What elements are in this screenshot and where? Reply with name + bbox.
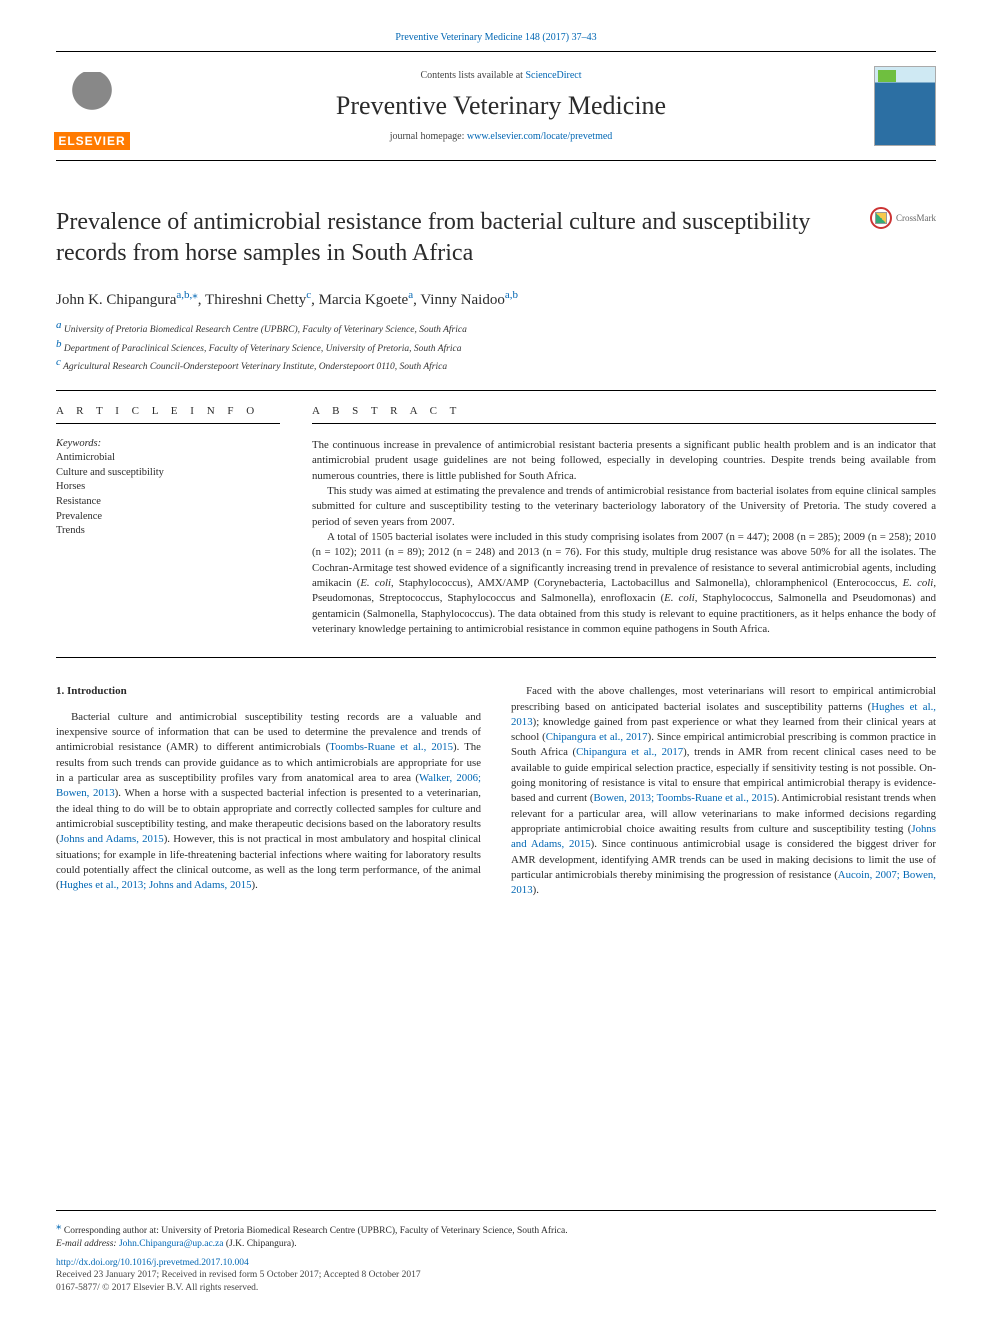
affil-b: Department of Paraclinical Sciences, Fac… [64,344,462,354]
author-3: Marcia Kgoete [319,292,409,308]
paper-title: Prevalence of antimicrobial resistance f… [56,207,816,268]
doi-link[interactable]: http://dx.doi.org/10.1016/j.prevetmed.20… [56,1257,936,1270]
keyword: Prevalence [56,510,280,525]
author-1-affil[interactable]: a,b, [176,289,192,301]
journal-cover-thumbnail [874,66,936,146]
sciencedirect-link[interactable]: ScienceDirect [525,70,581,81]
abstract-column: A B S T R A C T The continuous increase … [312,405,936,637]
homepage-link[interactable]: www.elsevier.com/locate/prevetmed [467,131,612,142]
citation-link[interactable]: Johns and Adams, 2015 [60,833,164,845]
abstract-p3: A total of 1505 bacterial isolates were … [312,530,936,637]
corresponding-author: ⁎ Corresponding author at: University of… [56,1219,936,1238]
contents-line: Contents lists available at ScienceDirec… [144,70,858,81]
affil-a-sup: a [56,319,62,331]
email-link[interactable]: John.Chipangura@up.ac.za [119,1239,224,1249]
running-head: Preventive Veterinary Medicine 148 (2017… [56,32,936,43]
author-1-corr[interactable]: ⁎ [192,289,198,301]
keyword: Antimicrobial [56,451,280,466]
abstract-p2: This study was aimed at estimating the p… [312,484,936,530]
keywords-label: Keywords: [56,438,280,449]
article-info-heading: A R T I C L E I N F O [56,405,280,424]
author-3-affil[interactable]: a [408,289,413,301]
citation-link[interactable]: Bowen, 2013; Toombs-Ruane et al., 2015 [593,792,773,804]
keyword: Trends [56,524,280,539]
citation-link[interactable]: Hughes et al., 2013; Johns and Adams, 20… [60,879,252,891]
separator-rule [56,390,936,391]
running-head-link[interactable]: Preventive Veterinary Medicine 148 (2017… [395,32,596,43]
elsevier-tree-icon [67,72,117,132]
abstract-p1: The continuous increase in prevalence of… [312,438,936,484]
journal-name: Preventive Veterinary Medicine [144,91,858,121]
article-info-column: A R T I C L E I N F O Keywords: Antimicr… [56,405,280,637]
intro-p1: Bacterial culture and antimicrobial susc… [56,710,481,894]
elsevier-logo: ELSEVIER [56,62,128,150]
author-2: Thireshni Chetty [205,292,306,308]
keyword: Horses [56,480,280,495]
affil-b-sup: b [56,338,62,350]
corresponding-email: E-mail address: John.Chipangura@up.ac.za… [56,1238,936,1251]
keywords-list: Antimicrobial Culture and susceptibility… [56,451,280,539]
author-list: John K. Chipanguraa,b,⁎, Thireshni Chett… [56,288,936,309]
contents-prefix: Contents lists available at [420,70,525,81]
citation-link[interactable]: Chipangura et al., 2017 [576,746,683,758]
citation-link[interactable]: Toombs-Ruane et al., 2015 [329,741,453,753]
crossmark-label: CrossMark [896,213,936,223]
homepage-prefix: journal homepage: [390,131,467,142]
affil-c: Agricultural Research Council-Onderstepo… [63,362,447,372]
footer-block: ⁎ Corresponding author at: University of… [56,1210,936,1295]
copyright: 0167-5877/ © 2017 Elsevier B.V. All righ… [56,1282,936,1295]
affil-c-sup: c [56,356,61,368]
keyword: Resistance [56,495,280,510]
journal-header: ELSEVIER Contents lists available at Sci… [56,51,936,161]
crossmark-icon [870,207,892,229]
citation-link[interactable]: Chipangura et al., 2017 [546,731,648,743]
author-1: John K. Chipangura [56,292,176,308]
author-2-affil[interactable]: c [306,289,311,301]
author-4: Vinny Naidoo [420,292,505,308]
keyword: Culture and susceptibility [56,466,280,481]
homepage-line: journal homepage: www.elsevier.com/locat… [144,131,858,142]
affiliations: a University of Pretoria Biomedical Rese… [56,319,936,371]
body-text: 1. Introduction Bacterial culture and an… [56,684,936,899]
section-heading-intro: 1. Introduction [56,684,481,700]
intro-p2: Faced with the above challenges, most ve… [511,684,936,899]
crossmark-badge[interactable]: CrossMark [870,207,936,229]
article-dates: Received 23 January 2017; Received in re… [56,1269,936,1282]
elsevier-wordmark: ELSEVIER [54,132,129,150]
author-4-affil[interactable]: a,b [505,289,518,301]
affil-a: University of Pretoria Biomedical Resear… [64,326,467,336]
abstract-text: The continuous increase in prevalence of… [312,438,936,637]
abstract-heading: A B S T R A C T [312,405,936,424]
